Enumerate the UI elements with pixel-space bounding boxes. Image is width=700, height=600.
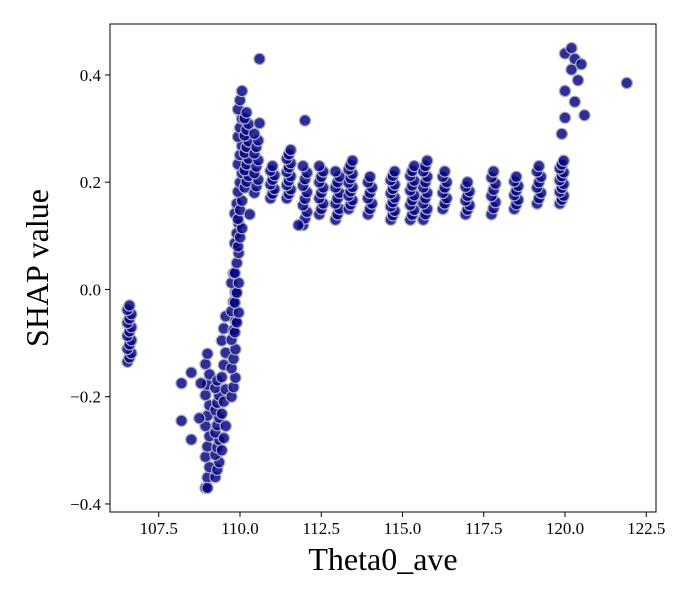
data-point bbox=[215, 407, 228, 420]
x-tick-label: 117.5 bbox=[465, 519, 503, 538]
x-tick-label: 120.0 bbox=[546, 519, 584, 538]
data-point bbox=[292, 218, 305, 232]
x-tick-label: 112.5 bbox=[302, 519, 340, 538]
data-point bbox=[248, 127, 261, 141]
data-point bbox=[568, 95, 582, 109]
data-point bbox=[565, 41, 578, 55]
data-point bbox=[219, 419, 232, 433]
data-point bbox=[230, 256, 243, 270]
data-point bbox=[266, 159, 279, 173]
data-point bbox=[329, 165, 342, 178]
data-point bbox=[388, 165, 401, 178]
data-point bbox=[193, 412, 206, 425]
data-point bbox=[185, 433, 198, 446]
data-point bbox=[175, 414, 188, 427]
data-point bbox=[558, 84, 572, 98]
data-point bbox=[253, 52, 266, 66]
x-tick-label: 110.0 bbox=[221, 519, 259, 538]
data-point bbox=[235, 84, 249, 98]
y-tick-label: −0.2 bbox=[70, 388, 101, 407]
data-point bbox=[201, 347, 214, 360]
y-tick-label: −0.4 bbox=[70, 495, 101, 514]
data-point bbox=[575, 57, 588, 71]
data-point bbox=[296, 159, 310, 173]
data-point bbox=[228, 266, 241, 280]
data-point bbox=[215, 444, 228, 457]
plot-frame bbox=[109, 23, 657, 513]
data-point bbox=[571, 74, 585, 87]
data-point bbox=[438, 165, 451, 178]
data-point bbox=[313, 159, 326, 173]
data-point bbox=[558, 111, 572, 125]
data-point bbox=[194, 377, 208, 390]
x-tick-label: 122.5 bbox=[627, 519, 665, 538]
data-point bbox=[199, 388, 212, 402]
data-point bbox=[421, 154, 434, 167]
data-point bbox=[461, 175, 474, 189]
data-point bbox=[215, 371, 228, 384]
data-point bbox=[230, 316, 243, 329]
x-tick-label: 107.5 bbox=[140, 519, 178, 538]
data-point bbox=[253, 116, 266, 130]
data-point bbox=[532, 159, 546, 173]
data-point bbox=[487, 165, 500, 178]
data-point bbox=[199, 357, 212, 371]
data-point bbox=[555, 127, 569, 141]
data-point bbox=[228, 326, 241, 339]
data-point bbox=[230, 286, 243, 299]
data-points bbox=[121, 41, 634, 495]
data-point bbox=[123, 299, 136, 312]
data-point bbox=[284, 143, 297, 157]
data-point bbox=[228, 296, 241, 309]
data-point bbox=[217, 431, 230, 445]
data-point bbox=[201, 481, 214, 495]
y-tick-label: 0.0 bbox=[80, 280, 101, 299]
data-point bbox=[620, 76, 634, 90]
data-point bbox=[240, 106, 253, 119]
data-point bbox=[557, 154, 570, 167]
data-point bbox=[363, 170, 377, 183]
x-axis-label: Theta0_ave bbox=[308, 541, 457, 577]
data-point bbox=[578, 108, 591, 122]
data-point bbox=[298, 114, 312, 127]
data-point bbox=[175, 377, 188, 390]
x-axis-ticks: 107.5 110.0 112.5 115.0 117.5 120.0 122.5 bbox=[140, 512, 665, 538]
y-tick-label: 0.2 bbox=[80, 173, 101, 192]
y-axis-label: SHAP value bbox=[19, 189, 55, 347]
data-point bbox=[346, 154, 359, 167]
x-tick-label: 115.0 bbox=[384, 519, 422, 538]
data-point bbox=[185, 366, 198, 379]
plot-background bbox=[110, 24, 656, 512]
y-tick-label: 0.4 bbox=[80, 66, 102, 85]
y-axis-ticks: −0.4 −0.2 0.0 0.2 0.4 bbox=[70, 66, 110, 514]
data-point bbox=[243, 208, 256, 221]
data-point bbox=[510, 170, 523, 183]
